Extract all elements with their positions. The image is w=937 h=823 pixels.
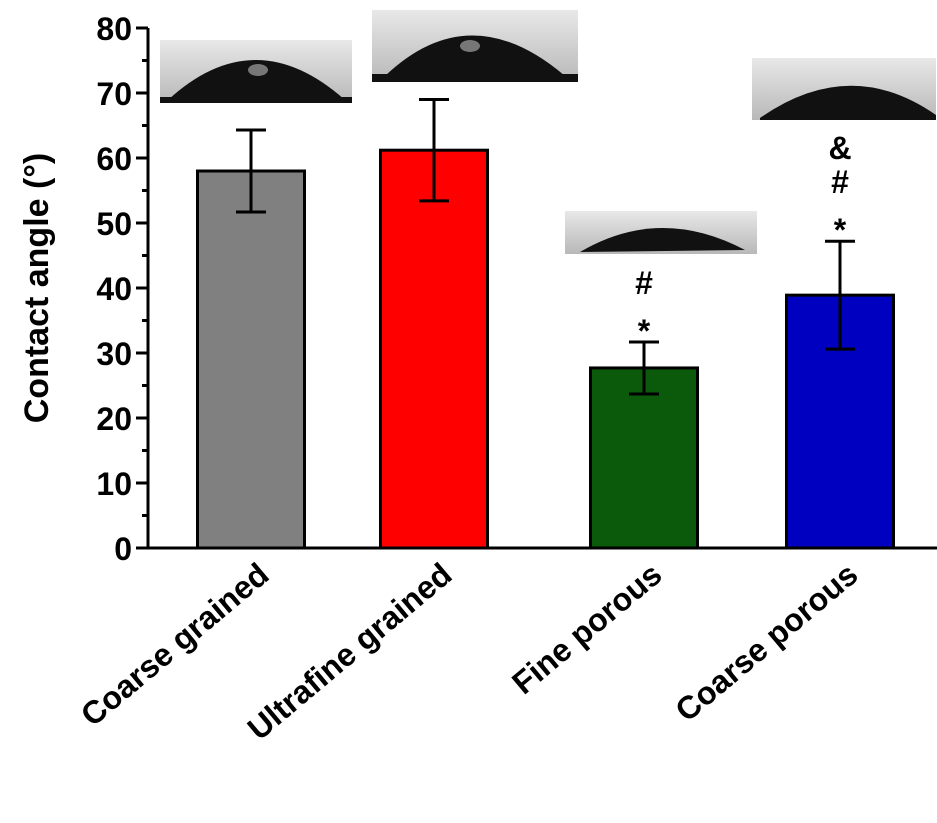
droplet-image (565, 211, 757, 254)
x-tick-label: Fine porous (505, 556, 668, 701)
significance-mark: # (635, 265, 653, 301)
chart: Contact angle (°) 0 10 20 30 40 50 60 70 80 Coars… (0, 0, 937, 823)
significance-mark: & (828, 130, 851, 166)
y-tick-label: 20 (96, 401, 132, 437)
page: {"chart_data": {"type": "bar", "y_label"… (0, 0, 937, 823)
bar (381, 150, 488, 548)
y-tick-label: 70 (96, 76, 132, 112)
y-tick-label: 40 (96, 271, 132, 307)
y-tick-label: 30 (96, 336, 132, 372)
y-tick-label: 50 (96, 206, 132, 242)
y-axis-label: Contact angle (°) (18, 153, 56, 424)
y-tick-label: 10 (96, 466, 132, 502)
x-tick-label: Coarse porous (668, 556, 864, 729)
y-tick-label: 80 (96, 11, 132, 47)
droplet-image (752, 58, 936, 120)
x-tick-label: Coarse grained (74, 556, 276, 733)
bar (198, 171, 305, 548)
y-tick-label: 0 (114, 531, 132, 567)
droplet-image (160, 40, 352, 103)
droplet-image (372, 10, 578, 82)
significance-mark: * (638, 313, 651, 349)
significance-mark: * (834, 212, 847, 248)
significance-mark: # (831, 164, 849, 200)
y-tick-label: 60 (96, 141, 132, 177)
